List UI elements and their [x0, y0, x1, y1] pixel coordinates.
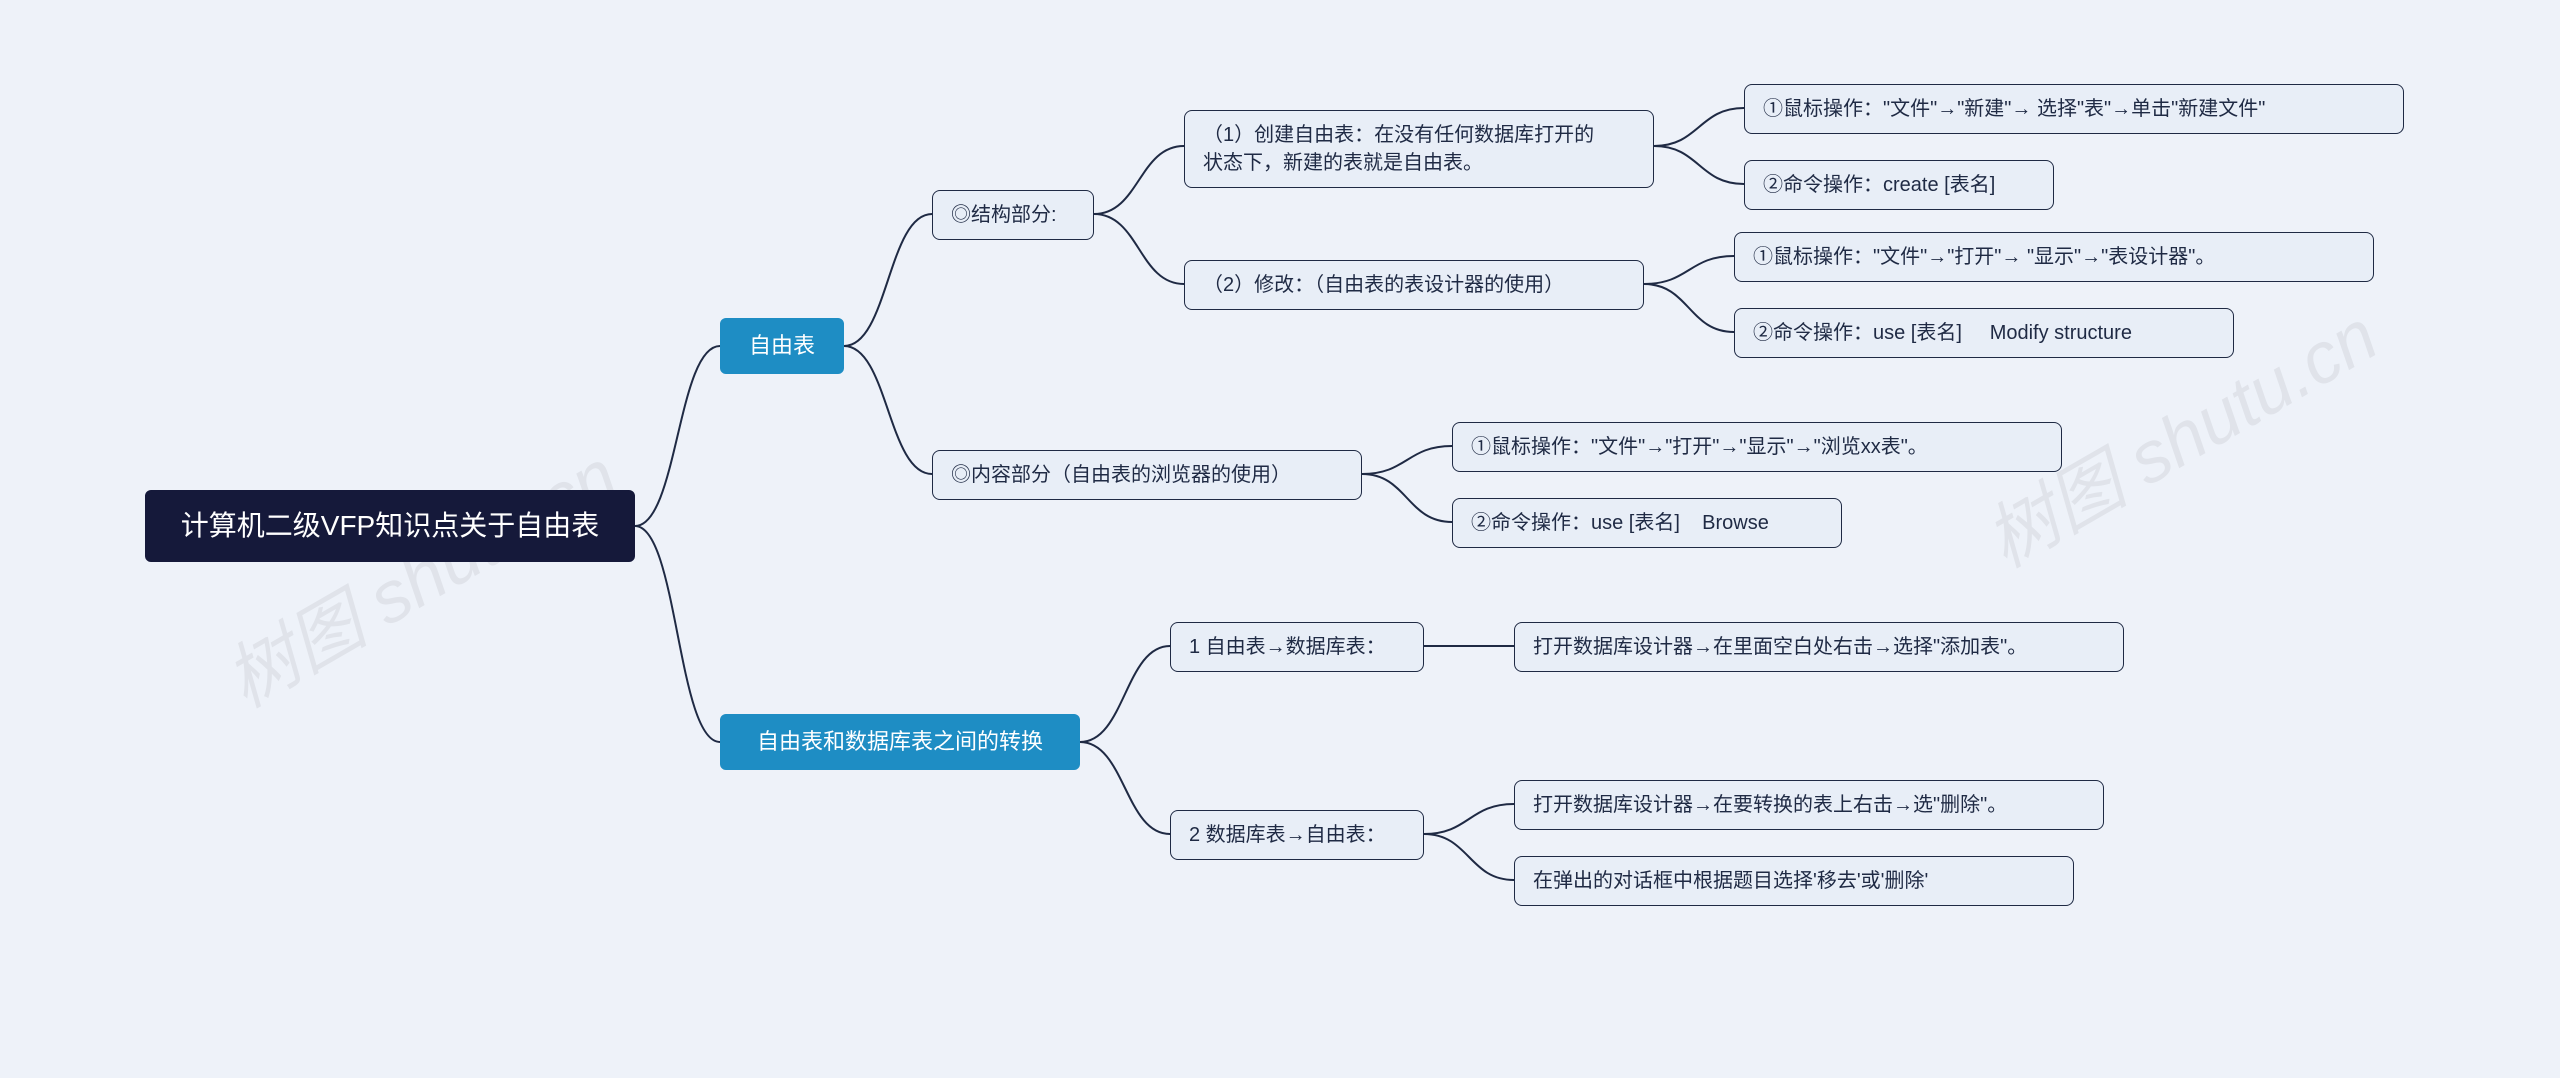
connector	[1094, 214, 1184, 284]
connector	[844, 346, 932, 474]
mindmap-canvas: 树图 shutu.cn树图 shutu.cn计算机二级VFP知识点关于自由表自由…	[0, 0, 2560, 1078]
node-e1[interactable]: ①鼠标操作："文件"→"新建"→ 选择"表"→单击"新建文件"	[1744, 84, 2404, 134]
node-e2[interactable]: ②命令操作：create [表名]	[1744, 160, 2054, 210]
connector	[1644, 284, 1734, 332]
connector	[1424, 804, 1514, 834]
node-c3[interactable]: 1 自由表→数据库表：	[1170, 622, 1424, 672]
node-c2[interactable]: ◎内容部分（自由表的浏览器的使用）	[932, 450, 1362, 500]
node-e3[interactable]: ①鼠标操作："文件"→"打开"→ "显示"→"表设计器"。	[1734, 232, 2374, 282]
connector	[635, 526, 720, 742]
connector	[1424, 834, 1514, 880]
connector	[635, 346, 720, 526]
connector	[1654, 108, 1744, 146]
node-root[interactable]: 计算机二级VFP知识点关于自由表	[145, 490, 635, 562]
node-f2[interactable]: ②命令操作：use [表名] Browse	[1452, 498, 1842, 548]
connector	[844, 214, 932, 346]
connector	[1644, 256, 1734, 284]
node-c4[interactable]: 2 数据库表→自由表：	[1170, 810, 1424, 860]
node-b1[interactable]: 自由表	[720, 318, 844, 374]
node-b2[interactable]: 自由表和数据库表之间的转换	[720, 714, 1080, 770]
connector	[1080, 742, 1170, 834]
connector	[1362, 474, 1452, 522]
node-e4[interactable]: ②命令操作：use [表名] Modify structure	[1734, 308, 2234, 358]
node-g1[interactable]: 打开数据库设计器→在里面空白处右击→选择"添加表"。	[1514, 622, 2124, 672]
watermark: 树图 shutu.cn	[203, 418, 633, 727]
connector	[1362, 446, 1452, 474]
node-d1[interactable]: （1）创建自由表：在没有任何数据库打开的 状态下，新建的表就是自由表。	[1184, 110, 1654, 188]
node-g2[interactable]: 打开数据库设计器→在要转换的表上右击→选"删除"。	[1514, 780, 2104, 830]
connector	[1094, 146, 1184, 214]
connector	[1654, 146, 1744, 184]
connector	[1080, 646, 1170, 742]
node-f1[interactable]: ①鼠标操作："文件"→"打开"→"显示"→"浏览xx表"。	[1452, 422, 2062, 472]
node-c1[interactable]: ◎结构部分:	[932, 190, 1094, 240]
node-d2[interactable]: （2）修改：（自由表的表设计器的使用）	[1184, 260, 1644, 310]
node-g3[interactable]: 在弹出的对话框中根据题目选择'移去'或'删除'	[1514, 856, 2074, 906]
